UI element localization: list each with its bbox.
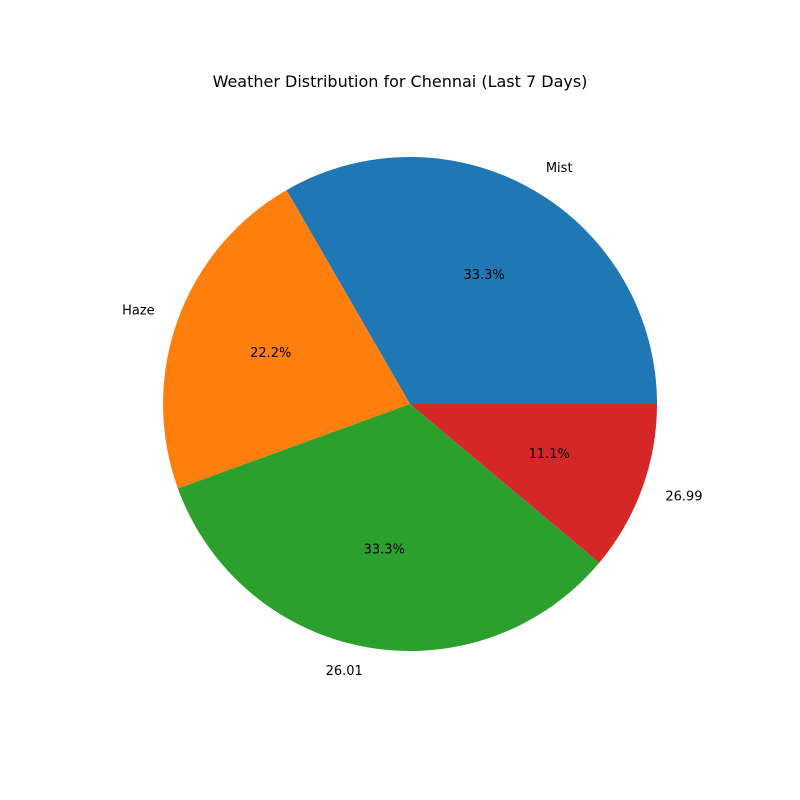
slice-label-haze: Haze bbox=[122, 304, 155, 319]
slice-percent-26-99: 11.1% bbox=[529, 447, 570, 462]
slice-label-mist: Mist bbox=[546, 161, 573, 176]
slice-percent-haze: 22.2% bbox=[250, 346, 291, 361]
slice-percent-26-01: 33.3% bbox=[364, 542, 405, 557]
chart-title: Weather Distribution for Chennai (Last 7… bbox=[212, 72, 588, 91]
pie-slice-26-99 bbox=[410, 404, 657, 563]
slice-percent-mist: 33.3% bbox=[463, 268, 504, 283]
pie-slice-mist bbox=[286, 157, 657, 404]
slice-label-26-01: 26.01 bbox=[326, 664, 363, 679]
pie-slice-26-01 bbox=[177, 404, 600, 651]
slice-label-26-99: 26.99 bbox=[665, 489, 702, 504]
pie-slice-haze bbox=[162, 190, 410, 489]
